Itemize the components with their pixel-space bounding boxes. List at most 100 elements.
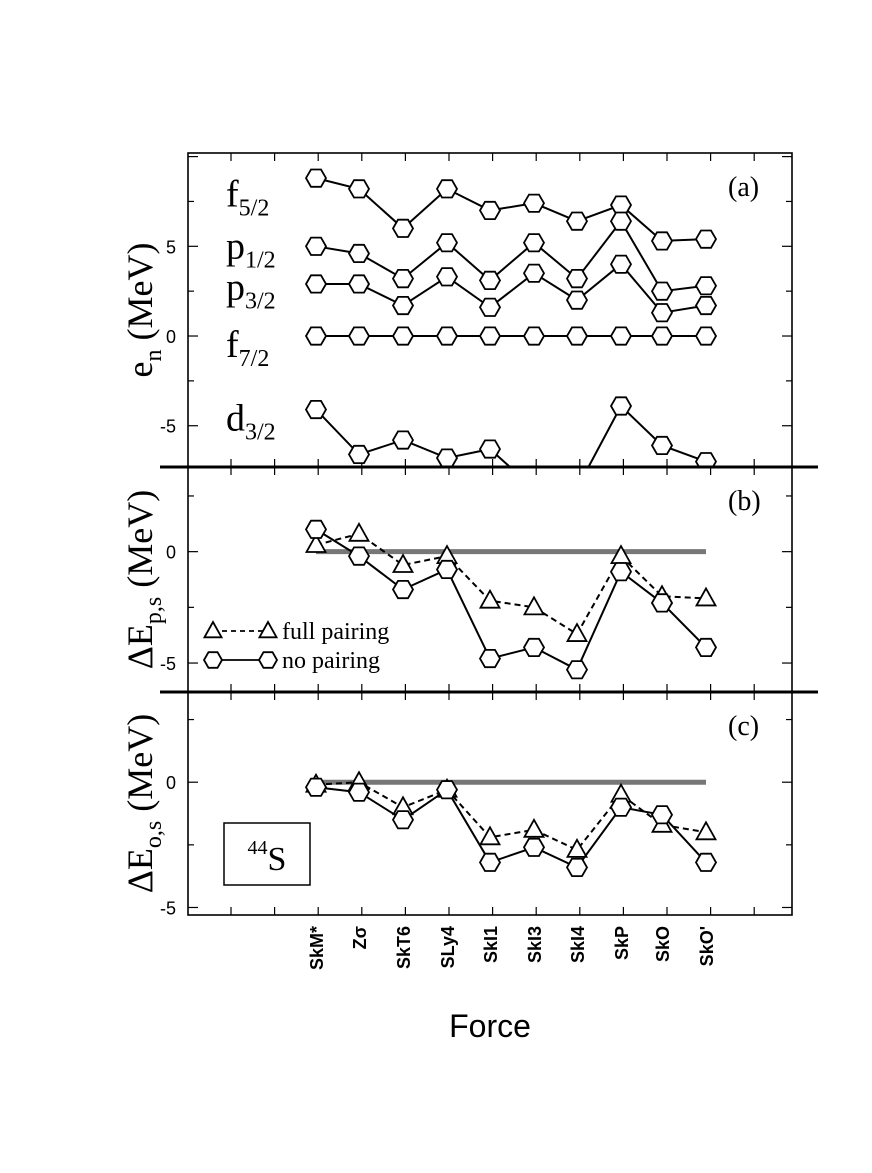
data-point-hexagon: [391, 295, 415, 316]
data-point-hexagon: [304, 168, 328, 188]
data-point-hexagon: [478, 270, 502, 291]
force-tick-label: SkP: [612, 926, 632, 960]
series-f7-2: [304, 326, 718, 346]
panel-label: (c): [728, 711, 759, 742]
data-point-hexagon: [478, 439, 502, 459]
data-point-hexagon: [478, 200, 502, 221]
force-tick-label: SkI4: [568, 926, 588, 963]
data-point-hexagon: [650, 326, 674, 346]
data-point-triangle: [609, 544, 633, 565]
panel-b: -5 0 (b) ΔEp,s (MeV) full pairing no pairing: [120, 466, 793, 693]
data-point-hexagon: [391, 810, 415, 830]
panel-label: (b): [728, 486, 761, 517]
nucleus-label-box: 44S: [223, 822, 311, 886]
data-point-hexagon: [650, 281, 674, 301]
data-point-hexagon: [694, 276, 718, 296]
x-axis-label: Force: [449, 1008, 531, 1044]
y-axis-label: ΔEo,s (MeV): [120, 714, 167, 893]
data-point-hexagon: [522, 193, 546, 213]
series-line: [315, 219, 707, 293]
data-point-triangle: [565, 622, 589, 642]
data-point-hexagon: [565, 211, 589, 231]
data-point-hexagon: [435, 179, 459, 199]
data-point-hexagon: [347, 243, 371, 264]
y-axis-label: en (MeV): [120, 243, 167, 378]
series-line: [315, 786, 707, 869]
y-tick-label: 5: [166, 237, 176, 257]
data-point-hexagon: [347, 546, 371, 566]
data-point-hexagon: [522, 326, 546, 346]
level-label: p1/2: [226, 225, 276, 273]
data-point-hexagon: [694, 852, 718, 872]
data-point-hexagon: [609, 797, 633, 817]
y-axis-label: ΔEp,s (MeV): [120, 490, 167, 669]
y-tick-label: 0: [166, 327, 176, 347]
y-tick-label: 0: [166, 773, 176, 793]
data-point-hexagon: [478, 326, 502, 346]
data-point-hexagon: [694, 452, 718, 467]
data-point-hexagon: [609, 211, 633, 231]
data-point-hexagon: [435, 233, 459, 253]
data-point-hexagon: [694, 637, 718, 657]
force-tick-label: SkI1: [481, 926, 501, 963]
legend-marker-hexagon: [202, 651, 224, 669]
level-label: f5/2: [226, 173, 269, 221]
data-point-hexagon: [567, 480, 587, 497]
force-tick-label: SkT6: [394, 926, 414, 969]
data-point-hexagon: [522, 263, 546, 283]
data-point-hexagon: [435, 559, 459, 579]
data-point-hexagon: [304, 519, 328, 539]
level-label: d3/2: [226, 398, 276, 446]
data-point-hexagon: [609, 562, 633, 582]
data-point-hexagon: [478, 649, 502, 669]
series-line: [316, 262, 707, 314]
level-label: f7/2: [226, 324, 269, 372]
data-point-hexagon: [347, 782, 371, 802]
force-tick-label: SkM*: [307, 926, 327, 970]
y-ticks-b: -5 0: [160, 495, 792, 674]
series-line: [315, 532, 707, 636]
series-p3-2: [304, 254, 718, 323]
y-tick-label: -5: [160, 417, 176, 437]
data-point-hexagon: [565, 290, 589, 310]
data-point-hexagon: [694, 326, 718, 346]
data-point-triangle: [478, 588, 502, 609]
series-f5-2: [304, 168, 718, 251]
data-point-triangle: [694, 820, 718, 841]
data-point-hexagon: [565, 268, 589, 289]
data-point-triangle: [694, 586, 718, 607]
data-point-hexagon: [565, 660, 589, 680]
data-point-hexagon: [565, 857, 589, 877]
data-point-hexagon: [522, 837, 546, 857]
data-point-hexagon: [391, 430, 415, 450]
data-point-hexagon: [391, 268, 415, 289]
data-point-hexagon: [609, 396, 633, 416]
legend-marker-hexagon: [257, 651, 279, 669]
data-point-hexagon: [435, 326, 459, 346]
data-point-hexagon: [304, 326, 328, 346]
data-point-hexagon: [304, 236, 328, 256]
series-p1-2: [304, 211, 718, 301]
data-point-hexagon: [694, 295, 718, 316]
y-tick-label: 0: [166, 543, 176, 563]
data-point-hexagon: [524, 480, 544, 497]
data-point-hexagon: [650, 303, 674, 323]
data-point-triangle: [391, 553, 415, 573]
data-point-hexagon: [304, 399, 328, 420]
data-point-hexagon: [478, 852, 502, 872]
data-point-hexagon: [522, 637, 546, 657]
data-point-hexagon: [650, 593, 674, 613]
force-tick-label: SkO: [653, 926, 673, 962]
y-tick-label: -5: [160, 654, 176, 674]
data-point-hexagon: [565, 326, 589, 346]
panel-label: (a): [728, 172, 759, 203]
series-no-pairing: [304, 519, 718, 680]
data-point-triangle: [522, 595, 546, 616]
data-point-hexagon: [694, 229, 718, 249]
data-point-hexagon: [391, 326, 415, 346]
data-point-hexagon: [347, 274, 371, 294]
legend-label: full pairing: [282, 619, 389, 645]
data-point-triangle: [304, 533, 328, 553]
legend-label: no pairing: [282, 648, 380, 674]
data-point-hexagon: [522, 233, 546, 253]
